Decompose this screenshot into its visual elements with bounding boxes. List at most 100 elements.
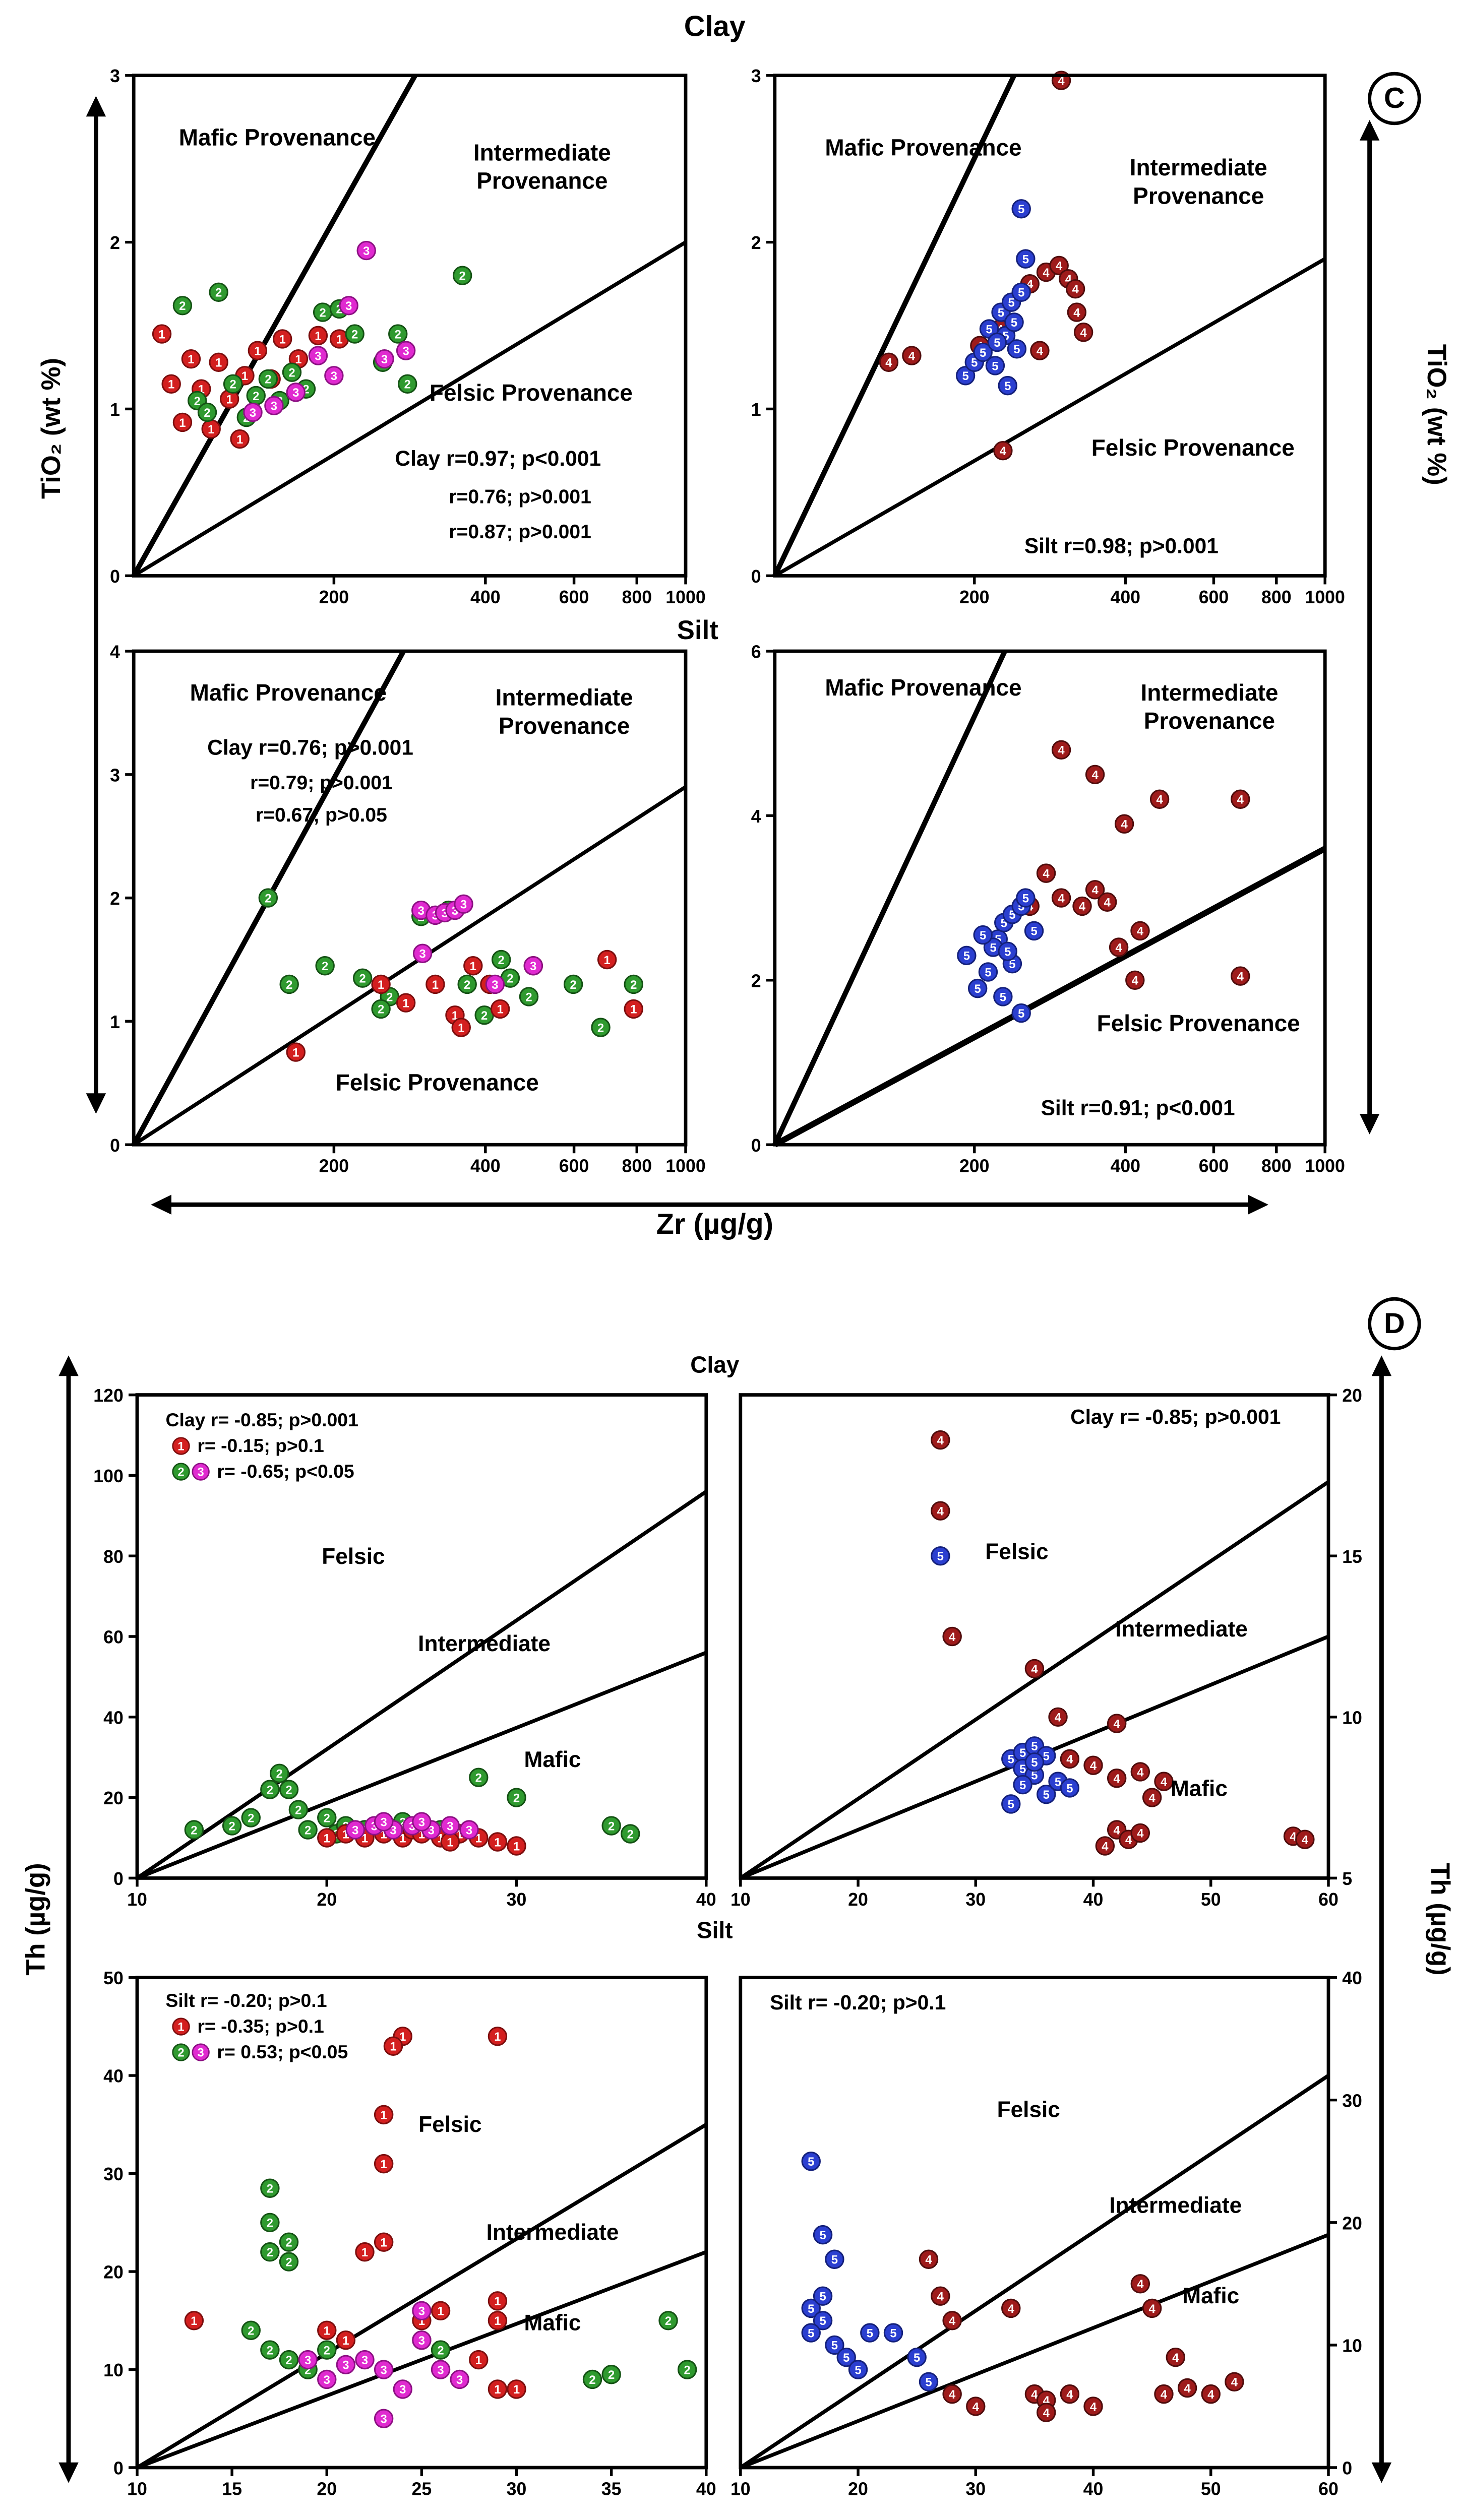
svg-text:1: 1 bbox=[361, 2246, 368, 2259]
data-point-group4: 4 bbox=[1051, 888, 1071, 908]
data-point-group5: 5 bbox=[931, 1546, 950, 1566]
data-point-group2: 2 bbox=[279, 2350, 299, 2370]
data-point-group2: 2 bbox=[197, 402, 217, 422]
data-point-group1: 1 bbox=[248, 341, 268, 360]
svg-text:4: 4 bbox=[1137, 2278, 1144, 2291]
data-point-group4: 4 bbox=[1295, 1830, 1315, 1849]
y-tick-label: 100 bbox=[93, 1466, 124, 1486]
zone-label: Felsic Provenance bbox=[1091, 434, 1295, 461]
zone-label: Intermediate bbox=[418, 1631, 551, 1656]
zone-label: Clay r=0.76; p>0.001 bbox=[207, 736, 413, 760]
svg-text:2: 2 bbox=[229, 1819, 235, 1833]
data-point-group2: 2 bbox=[172, 296, 193, 316]
data-point-group3: 3 bbox=[286, 383, 306, 402]
data-point-group4: 4 bbox=[1154, 1772, 1174, 1791]
data-point-group2: 2 bbox=[582, 2369, 602, 2389]
data-point-group4: 4 bbox=[919, 2249, 939, 2269]
svg-text:1: 1 bbox=[381, 2109, 387, 2122]
svg-text:1: 1 bbox=[279, 333, 286, 346]
y-tick-label: 2 bbox=[110, 889, 120, 909]
data-point-group4: 4 bbox=[1001, 2298, 1021, 2318]
tio2-axis-label-left: TiO₂ (wt %) bbox=[37, 357, 67, 499]
svg-text:4: 4 bbox=[1043, 266, 1050, 280]
data-point-group2: 2 bbox=[246, 386, 266, 406]
data-point-group5: 5 bbox=[801, 2298, 821, 2318]
zone-line bbox=[133, 785, 687, 1147]
data-point-group2: 2 bbox=[260, 2340, 280, 2360]
panel-d-title-clay: Clay bbox=[690, 1352, 740, 1378]
data-point-group2: 2 bbox=[260, 2242, 280, 2262]
data-point-group5: 5 bbox=[825, 2335, 844, 2355]
svg-text:2: 2 bbox=[481, 1009, 488, 1023]
svg-text:4: 4 bbox=[1172, 2351, 1179, 2365]
svg-text:4: 4 bbox=[1056, 260, 1063, 273]
data-point-group2: 2 bbox=[658, 2311, 678, 2330]
svg-text:5: 5 bbox=[1008, 1753, 1014, 1767]
legend-text: r= -0.35; p>0.1 bbox=[197, 2015, 324, 2037]
legend-text: Clay r= -0.85; p>0.001 bbox=[165, 1409, 358, 1430]
zone-label: Intermediate bbox=[1141, 679, 1279, 706]
data-point-group3: 3 bbox=[336, 2355, 356, 2375]
svg-text:4: 4 bbox=[1058, 74, 1065, 88]
svg-text:2: 2 bbox=[285, 2255, 292, 2269]
panel-d-title-silt: Silt bbox=[697, 1917, 733, 1943]
data-point-group2: 2 bbox=[269, 1763, 289, 1783]
data-point-group1: 1 bbox=[490, 999, 510, 1019]
data-point-group4: 4 bbox=[1142, 2298, 1162, 2318]
svg-text:2: 2 bbox=[295, 1803, 301, 1817]
data-point-group5: 5 bbox=[967, 978, 988, 998]
svg-text:4: 4 bbox=[1091, 884, 1099, 897]
data-point-group2: 2 bbox=[507, 1788, 526, 1807]
svg-text:1: 1 bbox=[475, 2354, 482, 2367]
data-point-group2: 2 bbox=[345, 324, 364, 344]
data-point-group4: 4 bbox=[1051, 71, 1071, 90]
x-tick-label: 30 bbox=[965, 2479, 986, 2499]
y-tick-label: 0 bbox=[113, 1869, 124, 1889]
svg-text:4: 4 bbox=[1102, 1840, 1109, 1853]
x-tick-label: 200 bbox=[959, 587, 990, 607]
svg-text:4: 4 bbox=[937, 2290, 944, 2304]
svg-text:2: 2 bbox=[351, 328, 358, 341]
x-tick-label: 800 bbox=[1261, 587, 1292, 607]
data-point-group4: 4 bbox=[1142, 1788, 1162, 1807]
x-tick-label: 800 bbox=[1261, 1156, 1292, 1176]
svg-text:3: 3 bbox=[324, 2373, 330, 2387]
svg-text:5: 5 bbox=[1004, 946, 1011, 959]
svg-text:3: 3 bbox=[198, 2046, 204, 2060]
data-point-group5: 5 bbox=[1024, 921, 1044, 941]
data-point-group4: 4 bbox=[1130, 2274, 1150, 2294]
x-tick-label: 600 bbox=[559, 587, 589, 607]
data-point-group2: 2 bbox=[315, 956, 335, 976]
data-point-group3: 3 bbox=[264, 396, 284, 416]
data-point-group1: 1 bbox=[317, 2320, 337, 2340]
data-point-group1: 1 bbox=[371, 974, 391, 994]
data-point-group5: 5 bbox=[985, 356, 1005, 375]
x-tick-label: 800 bbox=[622, 1156, 652, 1176]
data-point-group5: 5 bbox=[813, 2311, 833, 2330]
data-point-group4: 4 bbox=[879, 352, 899, 372]
x-tick-label: 60 bbox=[1318, 2479, 1339, 2499]
data-point-group4: 4 bbox=[1166, 2348, 1185, 2367]
svg-text:2: 2 bbox=[179, 299, 186, 313]
y-tick-label: 30 bbox=[1342, 2091, 1362, 2111]
zone-line bbox=[131, 74, 417, 577]
data-point-group1: 1 bbox=[230, 429, 250, 449]
zone-label: Mafic bbox=[524, 1747, 581, 1772]
svg-text:4: 4 bbox=[1104, 896, 1111, 910]
x-tick-label: 40 bbox=[696, 1889, 716, 1910]
data-point-group2: 2 bbox=[222, 1816, 242, 1836]
zone-label: Intermediate bbox=[1115, 1617, 1248, 1642]
data-point-group4: 4 bbox=[1083, 1755, 1103, 1775]
svg-text:4: 4 bbox=[937, 1434, 944, 1447]
data-point-group4: 4 bbox=[1085, 765, 1105, 785]
svg-text:3: 3 bbox=[352, 1823, 358, 1837]
svg-text:2: 2 bbox=[378, 1003, 384, 1017]
data-point-group1: 1 bbox=[488, 2027, 508, 2046]
data-point-group5: 5 bbox=[801, 2152, 821, 2171]
zone-label: Clay r= -0.85; p>0.001 bbox=[1070, 1405, 1281, 1428]
svg-text:4: 4 bbox=[1090, 2400, 1097, 2414]
data-point-group5: 5 bbox=[1016, 888, 1036, 908]
svg-text:2: 2 bbox=[464, 978, 470, 992]
svg-text:2: 2 bbox=[570, 978, 577, 992]
